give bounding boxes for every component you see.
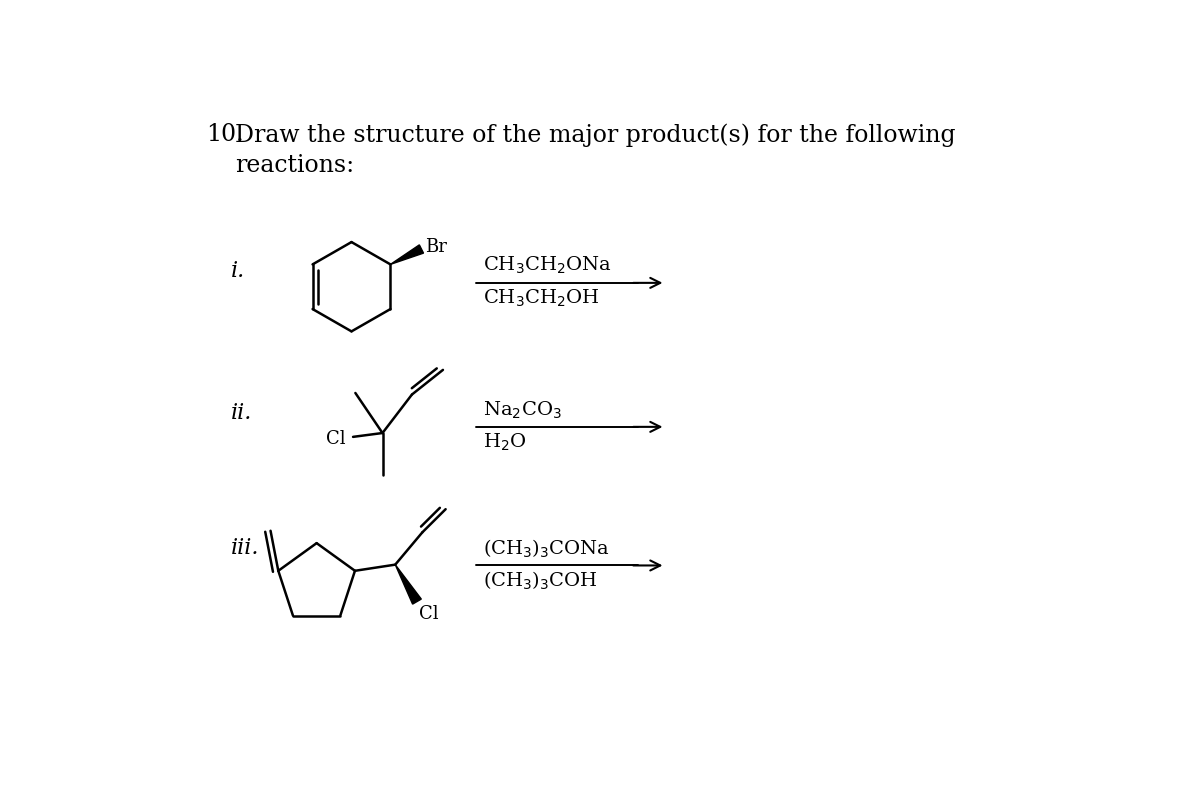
Text: iii.: iii. [232,537,260,559]
Text: (CH$_3$)$_3$COH: (CH$_3$)$_3$COH [484,570,598,592]
Text: (CH$_3$)$_3$CONa: (CH$_3$)$_3$CONa [484,537,611,559]
Text: reactions:: reactions: [235,154,354,177]
Polygon shape [395,565,421,604]
Text: 10.: 10. [206,124,244,147]
Text: Na$_2$CO$_3$: Na$_2$CO$_3$ [484,399,562,421]
Text: CH$_3$CH$_2$ONa: CH$_3$CH$_2$ONa [484,255,612,276]
Polygon shape [390,245,424,264]
Text: Cl: Cl [419,606,439,623]
Text: H$_2$O: H$_2$O [484,432,527,453]
Text: i.: i. [232,260,246,282]
Text: CH$_3$CH$_2$OH: CH$_3$CH$_2$OH [484,287,600,309]
Text: Br: Br [425,239,448,256]
Text: Cl: Cl [325,430,346,448]
Text: ii.: ii. [232,402,253,425]
Text: Draw the structure of the major product(s) for the following: Draw the structure of the major product(… [235,124,956,147]
